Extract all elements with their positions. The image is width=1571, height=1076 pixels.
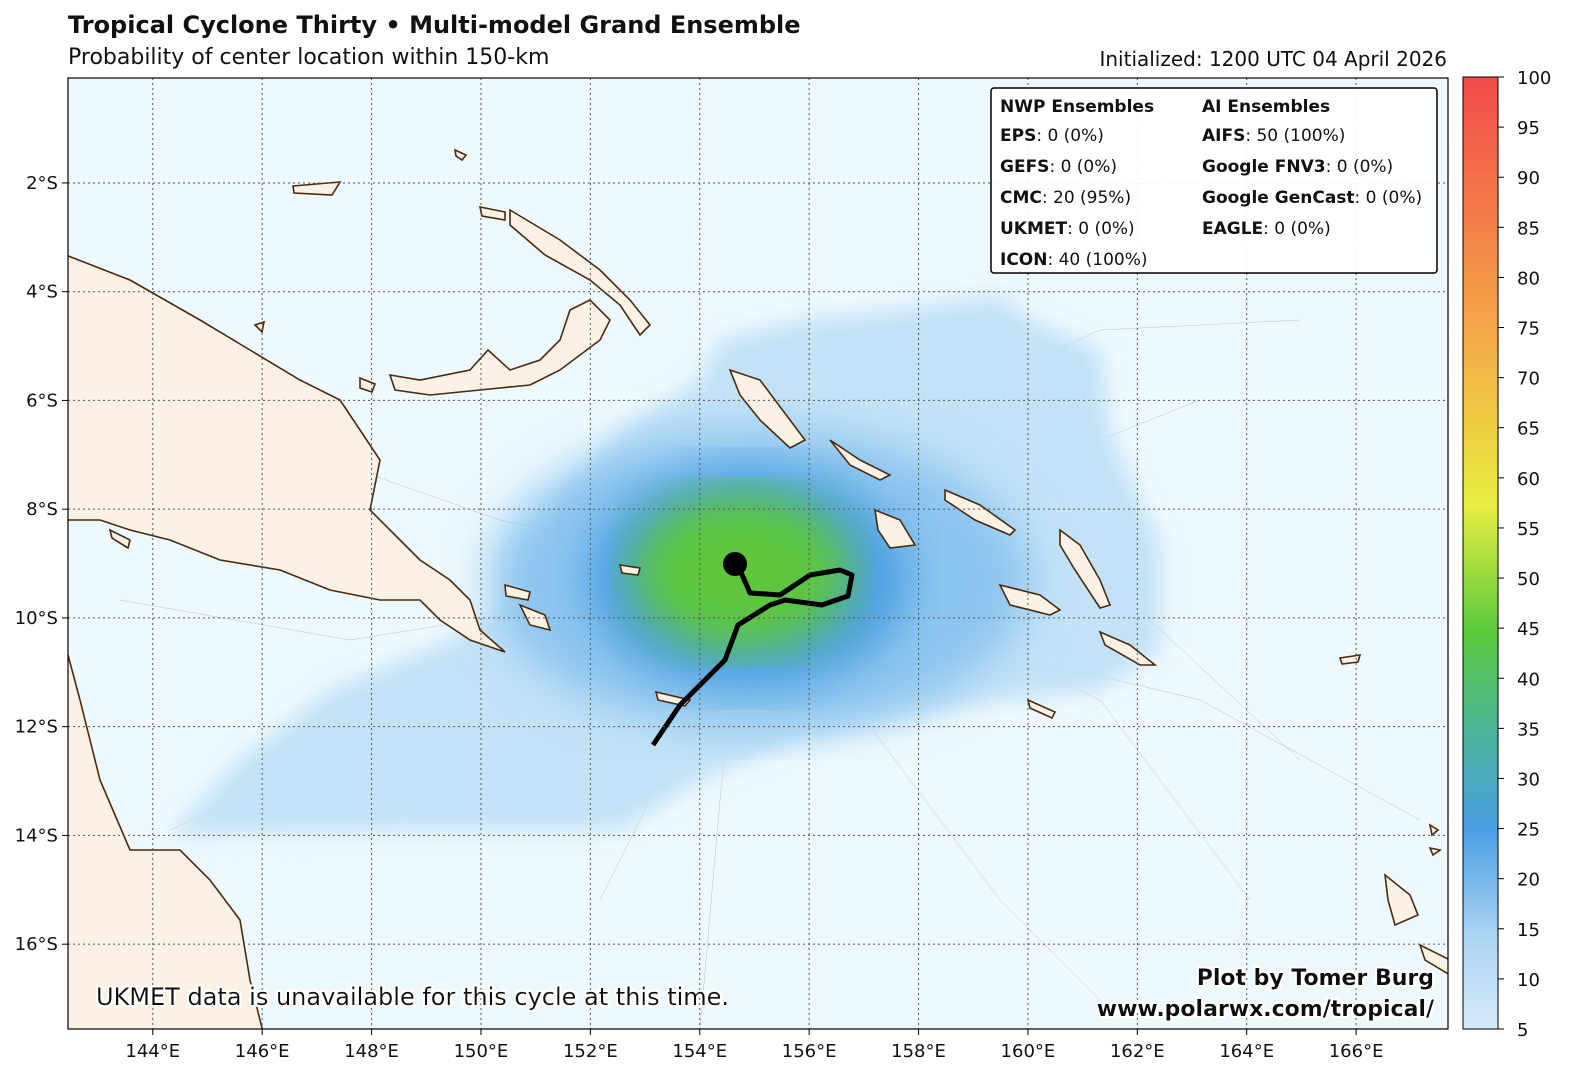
legend-entry: CMC: 20 (95%) xyxy=(1000,188,1131,208)
legend-count: : 0 (0%) xyxy=(1355,188,1423,208)
colorbar-label: 80 xyxy=(1517,268,1540,289)
legend-count: : 40 (100%) xyxy=(1047,250,1147,270)
legend-model: Google GenCast xyxy=(1202,188,1355,208)
y-tick-label: 16°S xyxy=(15,934,58,955)
legend-entry: EAGLE: 0 (0%) xyxy=(1202,219,1331,239)
legend-count: : 0 (0%) xyxy=(1036,126,1104,146)
colorbar-label: 85 xyxy=(1517,218,1540,239)
x-tick-label: 166°E xyxy=(1329,1041,1384,1062)
map-frame xyxy=(67,77,1449,1030)
x-tick-label: 154°E xyxy=(672,1041,727,1062)
coastlines xyxy=(68,148,1448,1029)
legend-entry: ICON: 40 (100%) xyxy=(1000,250,1148,270)
colorbar-label: 10 xyxy=(1517,970,1540,991)
legend-count: : 0 (0%) xyxy=(1326,157,1394,177)
x-tick-label: 160°E xyxy=(1001,1041,1056,1062)
legend-items: EPS: 0 (0%)GEFS: 0 (0%)CMC: 20 (95%)UKME… xyxy=(1000,126,1422,270)
colorbar-label: 40 xyxy=(1517,669,1540,690)
colorbar-label: 35 xyxy=(1517,719,1540,740)
y-tick-label: 4°S xyxy=(26,282,58,303)
colorbar-label: 95 xyxy=(1517,118,1540,139)
colorbar-label: 5 xyxy=(1517,1020,1528,1041)
note: UKMET data is unavailable for this cycle… xyxy=(96,983,729,1011)
legend-model: CMC xyxy=(1000,188,1042,208)
x-tick-label: 146°E xyxy=(235,1041,290,1062)
y-tick-label: 8°S xyxy=(26,499,58,520)
colorbar-label: 55 xyxy=(1517,519,1540,540)
legend-count: : 20 (95%) xyxy=(1042,188,1131,208)
x-tick-label: 158°E xyxy=(891,1041,946,1062)
subtitle: Probability of center location within 15… xyxy=(68,45,549,70)
x-tick-label: 150°E xyxy=(454,1041,509,1062)
legend-heading: AI Ensembles xyxy=(1202,97,1330,117)
colorbar-label: 65 xyxy=(1517,419,1540,440)
legend-entry: Google GenCast: 0 (0%) xyxy=(1202,188,1422,208)
colorbar xyxy=(1462,76,1499,1030)
legend-entry: UKMET: 0 (0%) xyxy=(1000,219,1135,239)
colorbar-label: 50 xyxy=(1517,569,1540,590)
legend-count: : 0 (0%) xyxy=(1049,157,1117,177)
y-tick-label: 10°S xyxy=(15,608,58,629)
colorbar-label: 15 xyxy=(1517,920,1540,941)
legend-count: : 0 (0%) xyxy=(1067,219,1135,239)
legend-model: UKMET xyxy=(1000,219,1068,239)
legend-entry: Google FNV3: 0 (0%) xyxy=(1202,157,1393,177)
graticule xyxy=(68,78,1448,1029)
legend-entry: AIFS: 50 (100%) xyxy=(1202,126,1345,146)
x-tick-label: 148°E xyxy=(344,1041,399,1062)
legend-model: EPS xyxy=(1000,126,1036,146)
legend-count: : 50 (100%) xyxy=(1245,126,1345,146)
colorbar-ticks: 5 10 15 20 25 30 35 40 45 50 55 60 65 70 75 80 85 90 95 100 xyxy=(1498,68,1551,1041)
legend: NWP Ensembles AI Ensembles EPS: 0 (0%)GE… xyxy=(990,87,1438,274)
colorbar-label: 45 xyxy=(1517,619,1540,640)
credit: Plot by Tomer Burg xyxy=(1197,966,1434,991)
colorbar-label: 75 xyxy=(1517,319,1540,340)
legend-heading: NWP Ensembles xyxy=(1000,97,1154,117)
colorbar-label: 60 xyxy=(1517,469,1540,490)
mean-track xyxy=(650,552,855,747)
url: www.polarwx.com/tropical/ xyxy=(1097,997,1435,1022)
legend-model: EAGLE xyxy=(1202,219,1263,239)
colorbar-label: 90 xyxy=(1517,168,1540,189)
legend-entry: GEFS: 0 (0%) xyxy=(1000,157,1117,177)
legend-model: Google FNV3 xyxy=(1202,157,1326,177)
legend-model: AIFS xyxy=(1202,126,1245,146)
title: Tropical Cyclone Thirty • Multi-model Gr… xyxy=(68,11,801,39)
x-tick-label: 152°E xyxy=(563,1041,618,1062)
axes: 144°E 146°E 148°E 150°E 152°E 154°E 156°E 158°E… xyxy=(15,173,1384,1062)
y-tick-label: 14°S xyxy=(15,825,58,846)
legend-entry: EPS: 0 (0%) xyxy=(1000,126,1104,146)
initialized: Initialized: 1200 UTC 04 April 2026 xyxy=(1099,47,1447,71)
x-tick-label: 164°E xyxy=(1219,1041,1274,1062)
y-tick-label: 12°S xyxy=(15,717,58,738)
legend-model: GEFS xyxy=(1000,157,1049,177)
x-tick-label: 144°E xyxy=(125,1041,180,1062)
colorbar-label: 70 xyxy=(1517,369,1540,390)
colorbar-label: 25 xyxy=(1517,820,1540,841)
legend-count: : 0 (0%) xyxy=(1263,219,1331,239)
y-tick-label: 6°S xyxy=(26,390,58,411)
y-tick-label: 2°S xyxy=(26,173,58,194)
colorbar-label: 100 xyxy=(1517,68,1551,89)
colorbar-label: 20 xyxy=(1517,870,1540,891)
x-tick-label: 156°E xyxy=(782,1041,837,1062)
legend-model: ICON xyxy=(1000,250,1047,270)
colorbar-label: 30 xyxy=(1517,769,1540,790)
x-tick-label: 162°E xyxy=(1110,1041,1165,1062)
